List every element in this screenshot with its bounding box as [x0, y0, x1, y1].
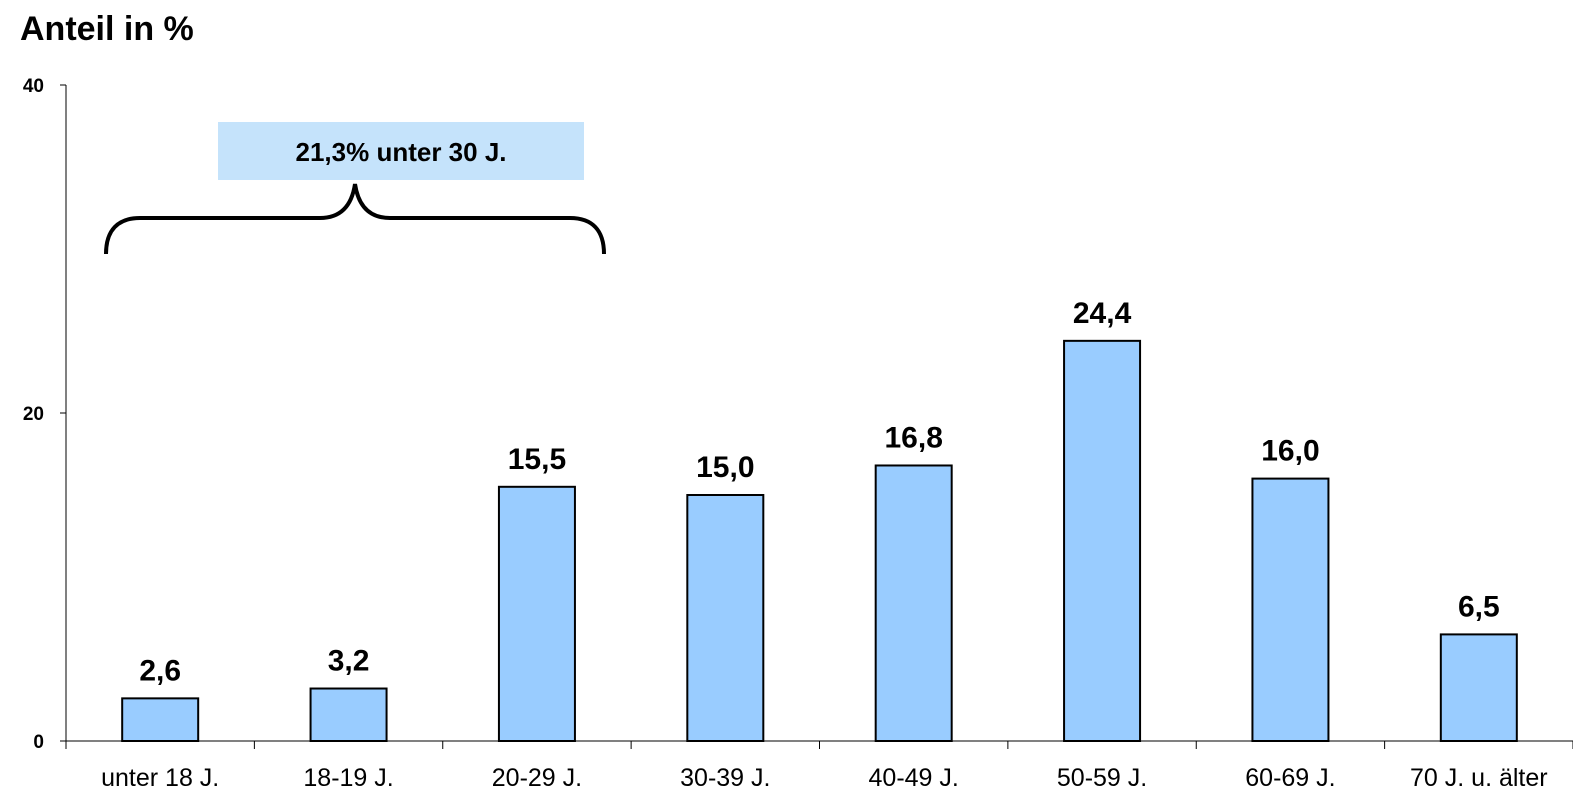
data-labels: 2,6 3,2 15,5 15,0 16,8 24,4 16,0 6,5 — [139, 297, 1499, 688]
annotation-group: 21,3% unter 30 J. — [104, 122, 606, 255]
data-label: 3,2 — [328, 645, 370, 678]
bars — [121, 339, 1518, 743]
x-tick-label: 40-49 J. — [869, 764, 959, 792]
x-tick-label: 50-59 J. — [1057, 764, 1147, 792]
bar — [121, 697, 200, 742]
data-label: 24,4 — [1073, 297, 1132, 330]
x-tick-label: unter 18 J. — [101, 764, 219, 792]
x-tick-label: 30-39 J. — [680, 764, 770, 792]
annotation-box — [218, 122, 584, 180]
data-label: 15,5 — [508, 443, 566, 476]
bar — [686, 494, 765, 742]
y-tick-label: 40 — [23, 76, 44, 97]
bar — [309, 687, 388, 743]
bar — [1439, 633, 1518, 743]
data-label: 15,0 — [696, 451, 754, 484]
annotation-brace — [104, 183, 606, 255]
x-tick-labels: unter 18 J. 18-19 J. 20-29 J. 30-39 J. 40-49… — [101, 764, 1547, 792]
x-tick-label: 70 J. u. älter — [1410, 764, 1548, 792]
chart-title: Anteil in % — [20, 10, 194, 48]
annotation-text: 21,3% unter 30 J. — [296, 137, 507, 167]
y-tick-label: 20 — [23, 404, 44, 425]
y-tick-labels: 0 20 40 — [23, 76, 44, 753]
bar — [874, 464, 953, 742]
axes — [60, 84, 1573, 749]
bar — [497, 485, 576, 742]
bar — [1063, 339, 1142, 742]
x-tick-label: 60-69 J. — [1245, 764, 1335, 792]
data-label: 16,0 — [1261, 435, 1319, 468]
data-label: 2,6 — [139, 654, 181, 687]
y-tick-label: 0 — [33, 732, 44, 753]
data-label: 6,5 — [1458, 590, 1500, 623]
x-tick-label: 18-19 J. — [303, 764, 393, 792]
bar — [1251, 477, 1330, 742]
data-label: 16,8 — [884, 421, 942, 454]
x-tick-label: 20-29 J. — [492, 764, 582, 792]
